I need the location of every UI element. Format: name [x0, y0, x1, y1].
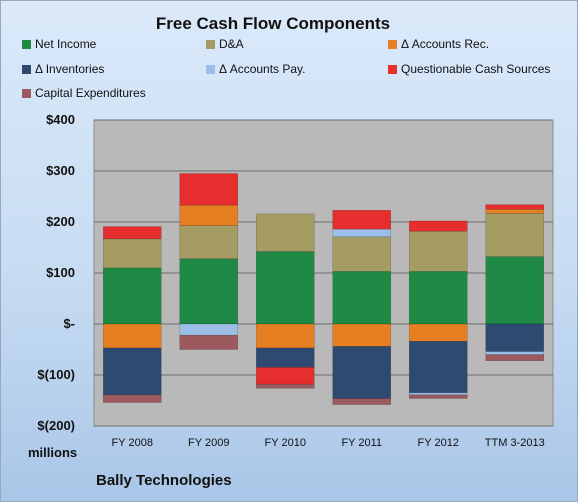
y-tick-label: $200 — [46, 214, 75, 229]
bar-accounts-pay-fy-2012 — [408, 392, 468, 396]
legend-item-inventories: Δ Inventories — [22, 62, 104, 76]
y-tick-label: $- — [63, 316, 75, 331]
legend-swatch — [22, 40, 31, 49]
legend-label: Δ Accounts Pay. — [219, 62, 306, 76]
bar-net-income-fy-2012 — [408, 271, 468, 325]
bar-d-a-fy-2008 — [102, 238, 162, 269]
legend-item-accounts-pay: Δ Accounts Pay. — [206, 62, 306, 76]
bar-inventories-fy-2011 — [332, 346, 392, 399]
bar-d-a-fy-2012 — [408, 230, 468, 272]
y-tick-label: $100 — [46, 265, 75, 280]
x-tick-label: FY 2008 — [111, 437, 153, 449]
legend-swatch — [206, 65, 215, 74]
y-tick-label: $400 — [46, 112, 75, 127]
bar-capital-expenditures-fy-2012 — [408, 394, 468, 399]
bar-accounts-rec-fy-2010 — [255, 323, 315, 349]
legend-label: Net Income — [35, 37, 97, 51]
y-tick-label: $(100) — [37, 367, 75, 382]
bar-net-income-fy-2009 — [179, 258, 239, 325]
bar-capital-expenditures-ttm-3-2013 — [485, 354, 545, 362]
y-tick-label: $(200) — [37, 418, 75, 433]
bar-capital-expenditures-fy-2008 — [102, 394, 162, 403]
legend-label: Questionable Cash Sources — [401, 62, 551, 76]
chart-title: Free Cash Flow Components — [155, 14, 391, 33]
bar-questionable-cash-sources-fy-2008 — [102, 226, 162, 240]
x-tick-label: FY 2009 — [188, 437, 230, 449]
bar-capital-expenditures-fy-2010 — [255, 383, 315, 389]
bar-accounts-rec-fy-2011 — [332, 323, 392, 347]
bar-d-a-fy-2011 — [332, 236, 392, 272]
bar-questionable-cash-sources-fy-2010 — [255, 367, 315, 385]
bar-net-income-fy-2011 — [332, 271, 392, 325]
bar-capital-expenditures-fy-2011 — [332, 398, 392, 405]
bar-questionable-cash-sources-fy-2009 — [179, 173, 239, 206]
bar-inventories-ttm-3-2013 — [485, 323, 545, 352]
bar-accounts-rec-fy-2009 — [179, 204, 239, 226]
x-tick-label: FY 2011 — [341, 437, 383, 449]
bar-d-a-fy-2010 — [255, 213, 315, 252]
bar-accounts-pay-fy-2009 — [179, 323, 239, 336]
legend-item-accounts-rec: Δ Accounts Rec. — [388, 37, 489, 51]
bar-questionable-cash-sources-ttm-3-2013 — [485, 204, 545, 210]
legend-label: D&A — [219, 37, 244, 51]
bar-accounts-rec-fy-2008 — [102, 323, 162, 349]
legend-label: Δ Inventories — [35, 62, 105, 76]
legend-swatch — [22, 65, 31, 74]
bar-accounts-pay-ttm-3-2013 — [485, 351, 545, 355]
units-label: millions — [28, 445, 78, 460]
bar-accounts-rec-fy-2012 — [408, 323, 468, 342]
bar-inventories-fy-2012 — [408, 341, 468, 394]
bar-questionable-cash-sources-fy-2011 — [332, 209, 392, 230]
bar-d-a-ttm-3-2013 — [485, 213, 545, 257]
bar-net-income-fy-2008 — [102, 267, 162, 325]
bar-accounts-pay-fy-2011 — [332, 228, 392, 238]
bar-accounts-rec-ttm-3-2013 — [485, 208, 545, 214]
bar-d-a-fy-2009 — [179, 225, 239, 260]
legend-swatch — [388, 40, 397, 49]
legend-item-questionable-cash-sources: Questionable Cash Sources — [388, 62, 550, 76]
legend-swatch — [388, 65, 397, 74]
bar-net-income-ttm-3-2013 — [485, 256, 545, 325]
x-tick-label: FY 2010 — [264, 437, 306, 449]
company-name: Bally Technologies — [96, 472, 232, 489]
legend-swatch — [206, 40, 215, 49]
bar-net-income-fy-2010 — [255, 251, 315, 325]
y-tick-label: $300 — [46, 163, 75, 178]
legend-label: Capital Expenditures — [35, 86, 146, 100]
bar-inventories-fy-2008 — [102, 347, 162, 396]
legend-item-net-income: Net Income — [22, 37, 96, 51]
bar-inventories-fy-2010 — [255, 347, 315, 368]
legend-item-capital-expenditures: Capital Expenditures — [22, 86, 146, 100]
x-tick-label: TTM 3-2013 — [484, 437, 545, 449]
legend-label: Δ Accounts Rec. — [401, 37, 490, 51]
bar-capital-expenditures-fy-2009 — [179, 334, 239, 350]
legend-item-d-a: D&A — [206, 37, 244, 51]
x-tick-label: FY 2012 — [417, 437, 459, 449]
bar-questionable-cash-sources-fy-2012 — [408, 220, 468, 232]
legend-swatch — [22, 89, 31, 98]
